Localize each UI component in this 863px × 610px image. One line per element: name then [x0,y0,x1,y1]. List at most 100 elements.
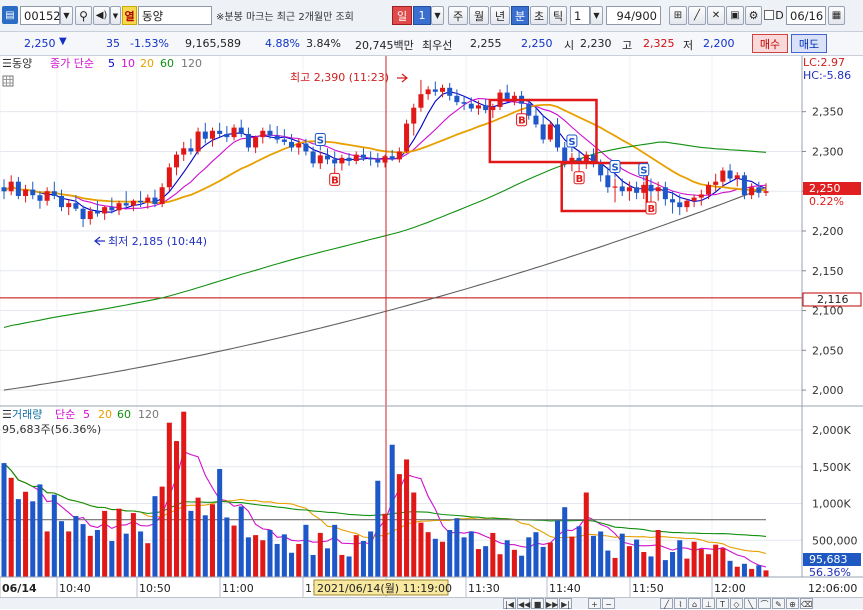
tool-button-3[interactable]: ⌂ [688,598,701,609]
candle-body [641,184,647,193]
page-count-field[interactable]: 94/900 [606,6,661,25]
period-tab-tick[interactable]: 틱 [549,6,567,25]
chevron-down-icon: ▼ [112,11,119,20]
price-tick-label: 2,100 [812,305,844,318]
candle-body [504,92,510,99]
stock-name-value: 동양 [142,8,164,23]
save-button[interactable]: ▣ [726,6,744,25]
chart-toolbar: ▤ 001520 ▼ ⚲ ◀) ▼ 열 동양 ※분봉 마크는 최근 2개월만 조… [0,0,863,32]
candle-body [605,175,611,188]
volume-settings-icon[interactable]: ☰ [2,408,12,421]
tool-button-4[interactable]: ⊥ [702,598,715,609]
volume-tick-label: 1,000K [812,498,851,511]
tool-button-6[interactable]: ◇ [730,598,743,609]
period-tab-week-label: 주 [452,9,464,23]
tool-button-9[interactable]: ✎ [772,598,785,609]
candle-body [1,187,7,192]
add-indicator-button[interactable]: ⊞ [669,6,687,25]
chart-tool-button[interactable]: ╱ [688,6,706,25]
stock-name-field[interactable]: 동양 [138,6,212,25]
period-tab-second[interactable]: 초 [530,6,548,25]
tool-button-11[interactable]: ⌫ [800,598,813,609]
candlesticks[interactable] [1,79,769,228]
price-tick-label: 2,350 [812,106,844,119]
tool-button-2[interactable]: ⌇ [674,598,687,609]
volume-pct-tag-text: 56.36% [809,566,851,579]
date-checkbox-label: D [775,6,784,25]
candle-body [317,155,323,164]
date-picker-button[interactable]: ▦ [828,6,845,25]
chevron-down-icon: ▼ [63,11,70,20]
candle-body [705,184,712,195]
candle-body [80,208,86,220]
candle-body [209,130,215,139]
volume-bar [224,517,230,577]
delete-tool-button[interactable]: ✕ [707,6,725,25]
sell-signal-label: S [568,137,575,148]
history-dropdown-button[interactable]: ▼ [110,6,121,25]
stop-button[interactable]: ■ [531,598,544,609]
scroll-prev-fast-button[interactable]: ◀◀ [517,598,531,609]
speaker-button[interactable]: ◀) [93,6,110,25]
volume-bar [339,554,345,577]
market-badge-label: 열 [124,9,135,23]
save-icon: ▣ [730,10,740,21]
calendar-icon: ▦ [831,10,842,21]
candle-body [727,170,733,179]
volume-ma-60: 60 [117,408,131,421]
zoom-out-button[interactable]: − [602,598,615,609]
period-tab-minute[interactable]: 분 [511,6,529,25]
settings-button[interactable]: ⚙ [745,6,762,25]
interval-input[interactable]: 1 [570,6,590,25]
scroll-last-button[interactable]: ▶| [559,598,572,609]
volume-bar [569,536,575,577]
interval-dropdown-button[interactable]: ▼ [590,6,603,25]
bid-price: 2,250 [521,37,553,50]
date-input[interactable]: 06/16 [786,6,826,25]
tool-button-7[interactable]: ╲ [744,598,757,609]
tool-button-8[interactable]: ⌒ [758,598,771,609]
period-dropdown-button[interactable]: ▼ [431,6,444,25]
buy-signal-label: B [331,175,339,186]
volume-bars[interactable] [1,411,769,577]
candle-body [691,197,697,201]
buy-button[interactable]: 매수 [752,34,788,53]
candle-body [583,154,589,163]
max-annotation: 최고 2,390 (11:23) [290,71,408,84]
period-day-count[interactable]: 1 [413,6,431,25]
date-checkbox[interactable] [764,10,774,20]
volume-bar [188,510,194,577]
period-tab-day[interactable]: 일 [392,6,412,25]
volume-bar [281,534,287,577]
tool-button-1[interactable]: ╱ [660,598,673,609]
window-menu-icon[interactable]: ▤ [2,6,18,24]
volume-bar [583,492,589,577]
sell-button[interactable]: 매도 [791,34,827,53]
volume-bar [382,513,388,577]
reference-tag-bg [802,292,862,307]
candle-body [238,127,244,134]
gear-icon: ⚙ [748,9,759,22]
period-tab-month[interactable]: 월 [469,6,489,25]
candle-body [102,207,108,214]
chart-settings-icon[interactable]: ☰ [2,57,12,70]
volume-bar [555,520,561,577]
tool-button-10[interactable]: ⊕ [786,598,799,609]
tool-button-5[interactable]: T [716,598,729,609]
candle-body [389,156,395,160]
period-tab-week[interactable]: 주 [448,6,468,25]
volume-bar [310,554,316,577]
stock-code-input[interactable]: 001520 [20,6,68,25]
volume-value: 9,165,589 [185,37,241,50]
search-button[interactable]: ⚲ [75,6,92,25]
scroll-next-fast-button[interactable]: ▶▶ [545,598,559,609]
code-dropdown-button[interactable]: ▼ [60,6,73,25]
period-tab-year[interactable]: 년 [490,6,510,25]
period-tab-minute-label: 분 [514,9,526,23]
grid-table-icon[interactable] [2,75,14,87]
zoom-in-button[interactable]: + [588,598,601,609]
candle-body [109,207,115,211]
current-price-tag: 2,250 0.22% [803,182,861,208]
scroll-first-button[interactable]: |◀ [503,598,516,609]
